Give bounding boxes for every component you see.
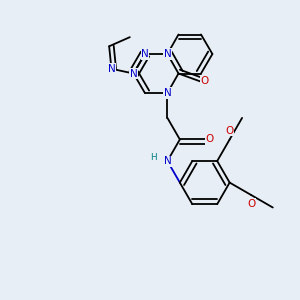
- Text: N: N: [108, 64, 115, 74]
- Text: N: N: [164, 156, 171, 166]
- Text: O: O: [226, 126, 234, 136]
- Text: H: H: [150, 153, 157, 162]
- Text: N: N: [141, 49, 149, 59]
- Text: N: N: [164, 49, 171, 59]
- Text: O: O: [247, 199, 255, 209]
- Text: N: N: [164, 88, 171, 98]
- Text: N: N: [130, 68, 137, 79]
- Text: O: O: [205, 134, 213, 145]
- Text: O: O: [200, 76, 209, 86]
